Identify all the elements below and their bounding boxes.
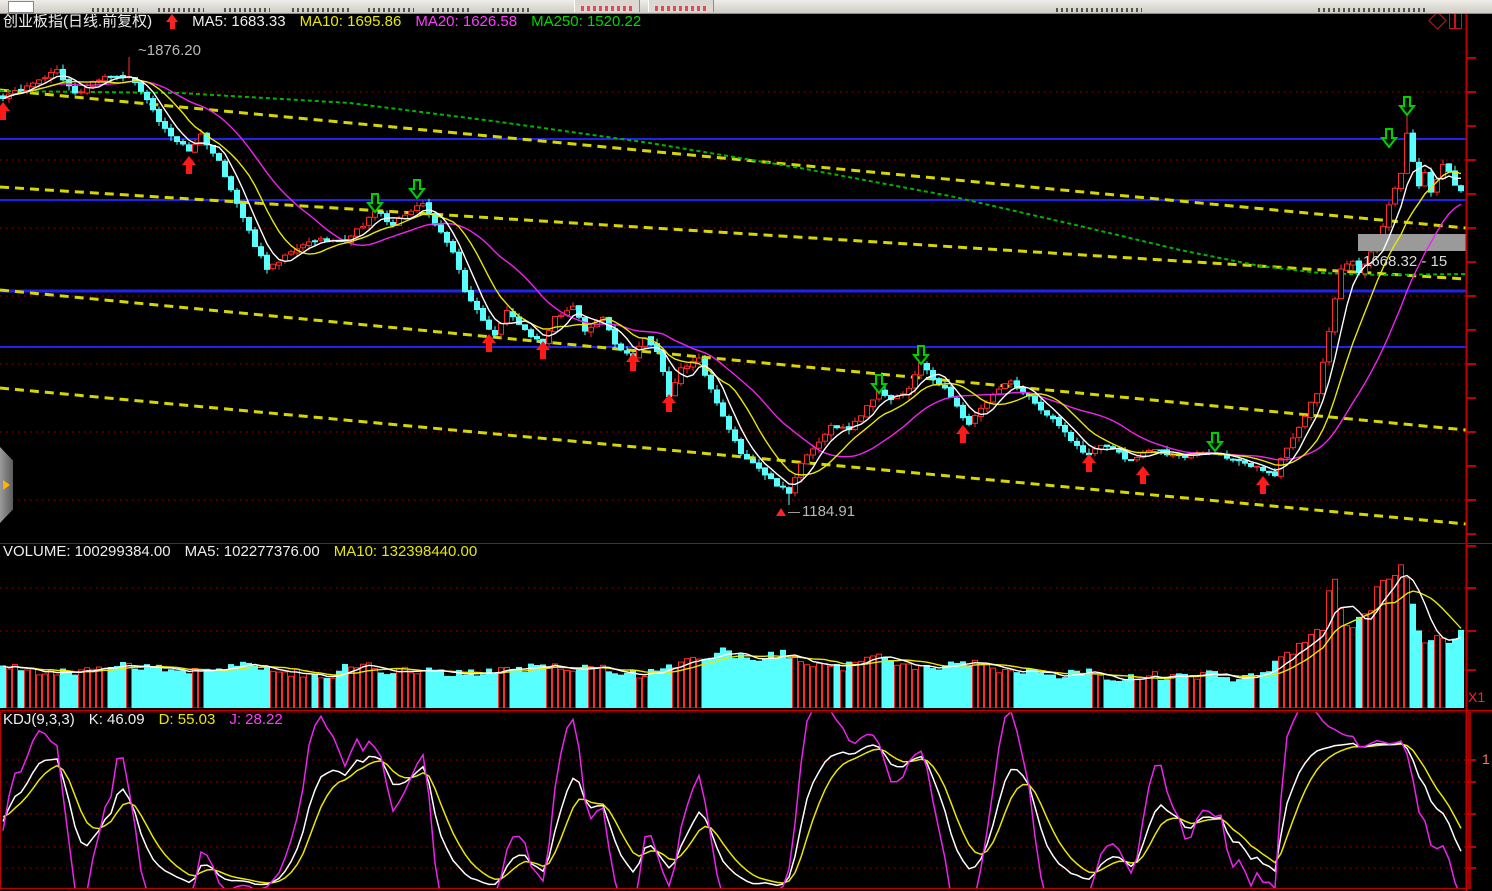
instrument-title: 创业板指(日线.前复权): [3, 13, 153, 30]
low-marker-icon: [776, 508, 786, 516]
volume-pane-header: VOLUME: 100299384.00 MA5: 102277376.00 M…: [3, 543, 477, 561]
expand-arrow-icon: [3, 480, 10, 490]
toolbar-clipped-menu: [92, 8, 138, 12]
toolbar-input-chip[interactable]: [8, 1, 34, 13]
toolbar-clipped-status: [1318, 8, 1426, 12]
price-up-arrow-icon: [166, 14, 179, 30]
toolbar-clipped-menu: [224, 8, 270, 12]
toolbar-clipped-menu: [492, 8, 532, 12]
toolbar-clipped-menu: [432, 8, 472, 12]
restore-window-icon[interactable]: [1449, 13, 1462, 29]
sidebar-expand-tab[interactable]: [0, 447, 13, 523]
ma20-value: MA20: 1626.58: [415, 13, 518, 30]
kdj-d-value: D: 55.03: [158, 711, 216, 728]
volume-value: VOLUME: 100299384.00: [3, 543, 171, 560]
toolbar-clipped-menu: [292, 8, 352, 12]
ma250-value: MA250: 1520.22: [531, 13, 642, 30]
last-price-marker-label: 1668.32 - 15: [1363, 253, 1448, 270]
toolbar-clipped-status: [1056, 8, 1142, 12]
kdj-j-value: J: 28.22: [229, 711, 283, 728]
kdj-axis-label: 1: [1482, 751, 1490, 767]
ma10-value: MA10: 1695.86: [299, 13, 402, 30]
kdj-k-value: K: 46.09: [88, 711, 145, 728]
volume-ma5-value: MA5: 102277376.00: [184, 543, 320, 560]
volume-axis-x1-label: X1: [1468, 689, 1486, 705]
volume-ma10-value: MA10: 132398440.00: [333, 543, 478, 560]
main-pane-header: 创业板指(日线.前复权) MA5: 1683.33 MA10: 1695.86 …: [3, 13, 641, 31]
kdj-name: KDJ(9,3,3): [3, 711, 75, 728]
high-price-label: ~1876.20: [138, 42, 201, 59]
toolbar-clipped-menu: [368, 8, 414, 12]
top-toolbar[interactable]: [0, 0, 1492, 14]
ma5-value: MA5: 1683.33: [192, 13, 286, 30]
toolbar-button-red-2[interactable]: [648, 0, 714, 12]
toolbar-button-red-1[interactable]: [574, 0, 640, 12]
kdj-pane-header: KDJ(9,3,3) K: 46.09 D: 55.03 J: 28.22: [3, 711, 283, 729]
low-price-label: 1184.91: [776, 503, 855, 521]
low-pointer-line: [788, 511, 800, 513]
toolbar-clipped-menu: [158, 8, 204, 12]
